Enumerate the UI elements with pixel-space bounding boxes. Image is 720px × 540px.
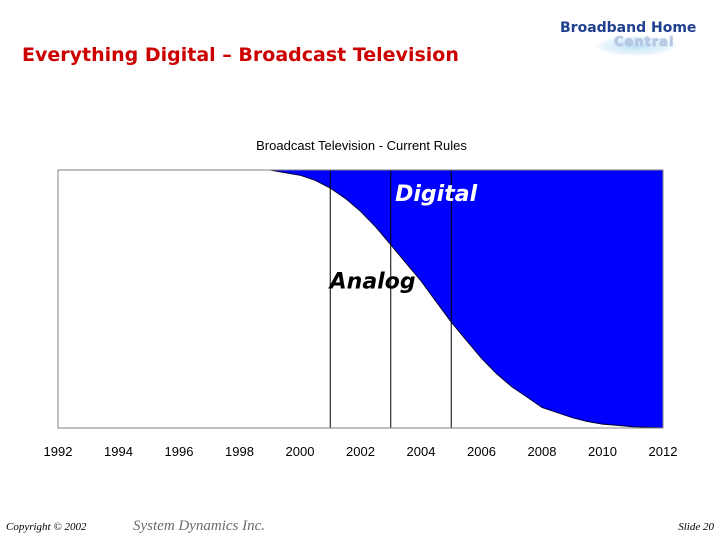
broadband-home-central-logo: Broadband Home Central <box>556 18 696 62</box>
annotation-digital-label: Digital <box>395 182 477 207</box>
chart-title: Broadcast Television - Current Rules <box>256 138 467 153</box>
slide-title: Everything Digital – Broadcast Televisio… <box>22 44 459 66</box>
digital-area <box>58 170 663 428</box>
logo-swirl-icon <box>596 36 676 56</box>
x-tick-label: 1996 <box>165 444 194 459</box>
x-tick-label: 2012 <box>649 444 678 459</box>
x-tick-label: 1992 <box>44 444 73 459</box>
footer-slide-number: Slide 20 <box>678 521 714 533</box>
x-tick-label: 2004 <box>407 444 436 459</box>
plot-frame <box>57 169 664 429</box>
x-tick-label: 1994 <box>104 444 133 459</box>
footer-company: System Dynamics Inc. <box>133 518 266 534</box>
footer-copyright: Copyright © 2002 <box>6 521 87 533</box>
x-tick-label: 2010 <box>588 444 617 459</box>
x-tick-label: 2008 <box>528 444 557 459</box>
x-tick-label: 2006 <box>467 444 496 459</box>
annotation-analog-label: Analog <box>328 270 416 295</box>
x-tick-label: 2002 <box>346 444 375 459</box>
x-tick-label: 2000 <box>286 444 315 459</box>
digital-boundary-line <box>58 169 664 429</box>
logo-line-1: Broadband Home <box>560 20 697 36</box>
x-tick-label: 1998 <box>225 444 254 459</box>
logo-line-2: Central <box>614 35 675 50</box>
